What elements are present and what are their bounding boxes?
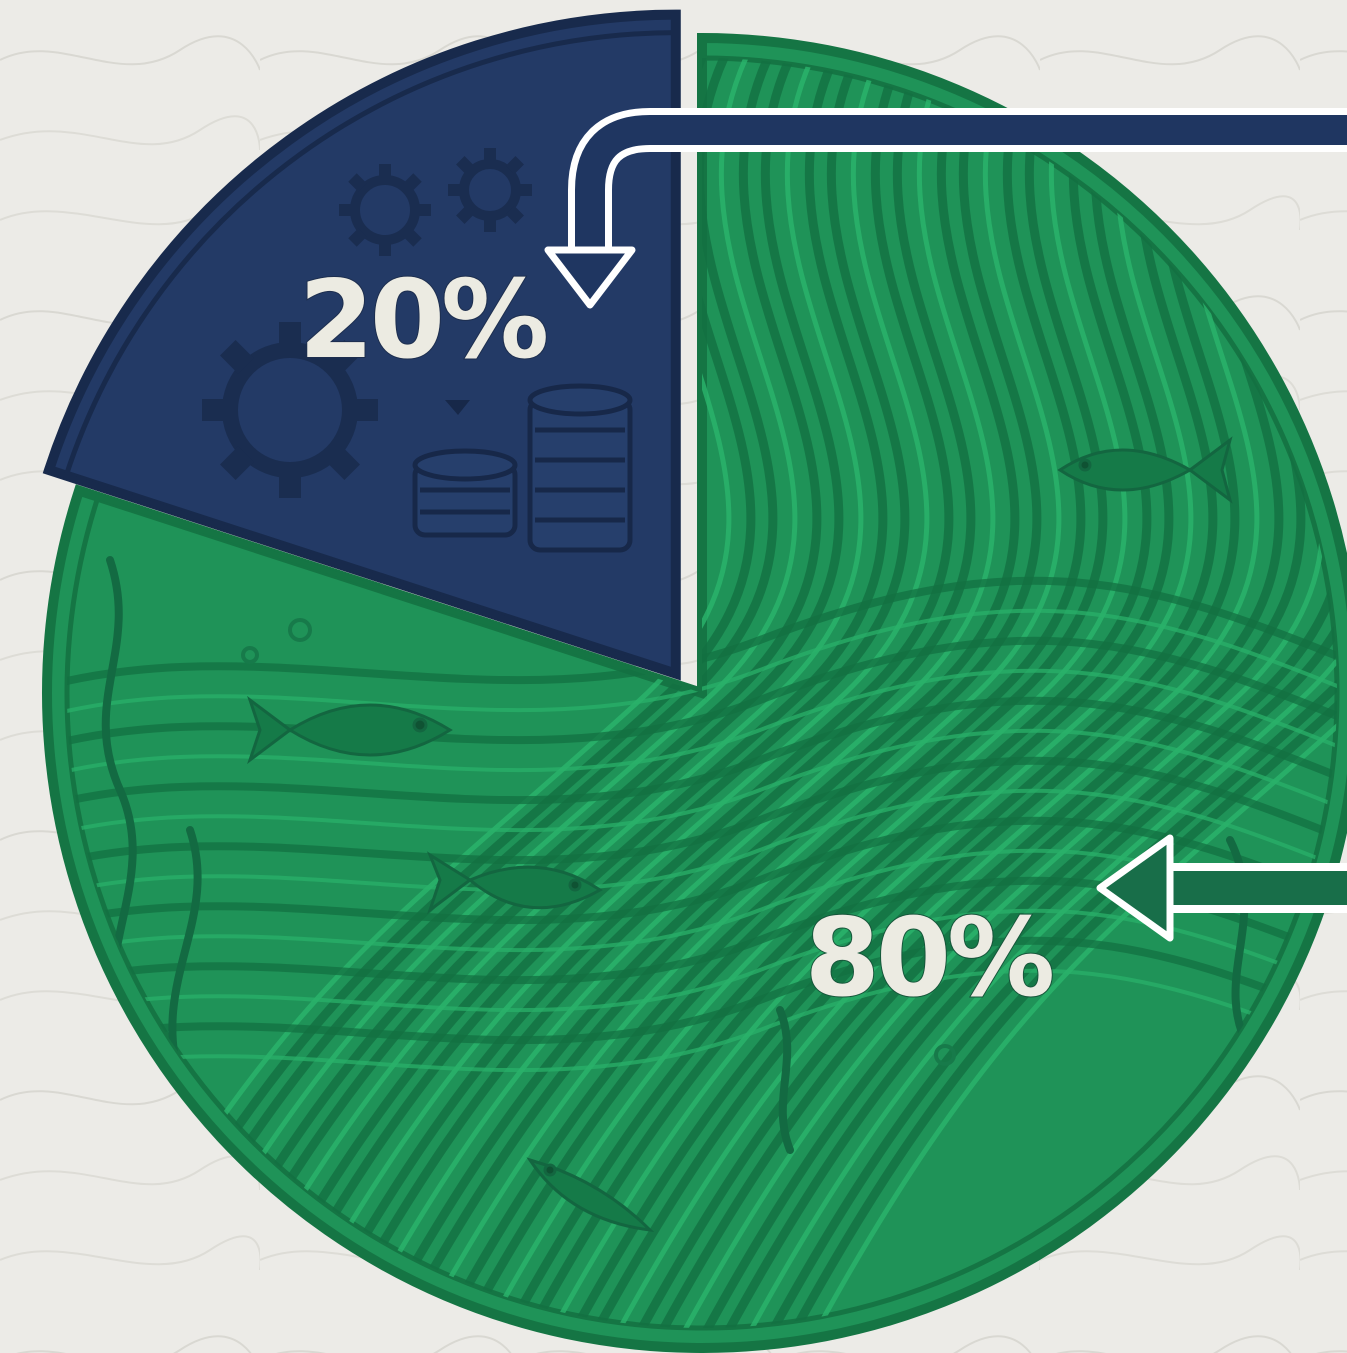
bubble-icons xyxy=(241,618,956,1066)
pie-slice-80-border xyxy=(64,55,1340,1331)
coin-stack-icon xyxy=(412,383,633,553)
fish-icon xyxy=(426,851,603,915)
small-down-arrow-icon xyxy=(445,400,470,415)
pie-slice-green xyxy=(42,32,1347,1353)
fish-icon xyxy=(247,695,453,765)
pie-slice-navy xyxy=(42,9,681,681)
pie-slice-20-border xyxy=(62,30,679,678)
gear-icon xyxy=(202,322,378,498)
gear-icon xyxy=(448,148,532,232)
gear-icon xyxy=(339,164,431,256)
arrow-to-20 xyxy=(544,108,1347,309)
arrow-to-80 xyxy=(1096,834,1347,942)
fish-icon xyxy=(526,1157,655,1233)
slice-label-80: 80% xyxy=(805,896,1052,1021)
river-wave-pattern xyxy=(66,58,1337,1328)
fish-icon xyxy=(1057,436,1233,504)
slice-label-20: 20% xyxy=(299,258,546,383)
